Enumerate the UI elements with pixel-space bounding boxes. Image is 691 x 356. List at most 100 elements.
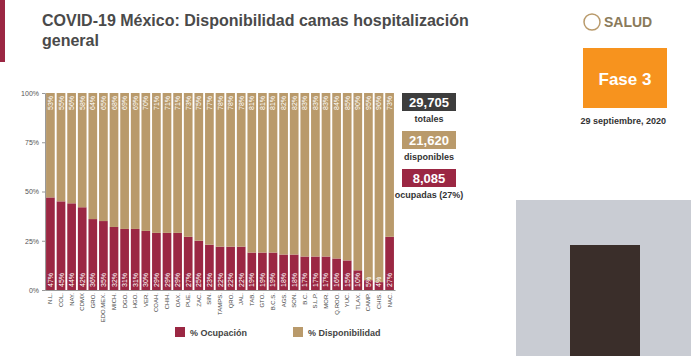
y-tick: 75% xyxy=(25,139,45,146)
data-label: 17% xyxy=(301,273,308,287)
data-label: 85% xyxy=(344,96,351,110)
bar xyxy=(364,93,373,280)
x-tick-label: CHIS. xyxy=(376,293,382,309)
data-label: 25% xyxy=(195,273,202,287)
data-label: 27% xyxy=(185,273,192,287)
bar xyxy=(99,93,108,221)
bar xyxy=(173,93,182,233)
data-label: 81% xyxy=(248,96,255,110)
bar xyxy=(194,241,203,290)
bar xyxy=(311,257,320,290)
bar xyxy=(78,207,87,290)
x-tick-label: S.L.P. xyxy=(312,293,318,309)
y-tick-mark xyxy=(42,290,45,291)
video-inset-figure xyxy=(570,245,640,356)
bar xyxy=(152,93,161,233)
x-tick-label: B.C. xyxy=(302,293,308,305)
x-tick-label: ZAC. xyxy=(196,293,202,307)
x-tick: TAMPS. xyxy=(217,290,223,315)
data-label: 75% xyxy=(195,96,202,110)
x-tick: B.C. xyxy=(302,290,308,305)
x-tick: Q.ROO. xyxy=(334,290,340,315)
data-label: 90% xyxy=(354,96,361,110)
bar xyxy=(237,93,246,247)
bar xyxy=(322,257,331,290)
data-label: 95% xyxy=(365,96,372,110)
bar xyxy=(226,247,235,290)
data-label: 82% xyxy=(291,96,298,110)
bar xyxy=(131,229,140,290)
y-tick-label: 100% xyxy=(21,90,39,97)
x-tick: PUE. xyxy=(185,290,191,307)
bar xyxy=(247,253,256,290)
bar xyxy=(385,93,394,237)
data-label: 16% xyxy=(333,273,340,287)
summary-value: 29,705 xyxy=(409,95,449,110)
bar xyxy=(184,93,193,237)
data-label: 36% xyxy=(89,273,96,287)
summary-box xyxy=(402,131,456,149)
legend-swatch xyxy=(293,327,303,337)
data-label: 17% xyxy=(322,273,329,287)
data-label: 83% xyxy=(312,96,319,110)
y-tick-label: 50% xyxy=(25,188,39,195)
x-tick-label: SIN. xyxy=(206,293,212,305)
x-tick-label: TAB. xyxy=(249,293,255,306)
bar xyxy=(110,227,119,290)
data-label: 71% xyxy=(174,96,181,110)
x-tick-label: Q.ROO. xyxy=(334,293,340,315)
x-tick-label: QRO. xyxy=(228,293,234,309)
bar xyxy=(141,231,150,290)
bar xyxy=(120,229,129,290)
phase-box xyxy=(583,48,667,108)
x-tick: ZAC. xyxy=(196,290,202,307)
bar xyxy=(332,93,341,258)
bar xyxy=(120,93,129,229)
data-label: 81% xyxy=(259,96,266,110)
bar xyxy=(46,197,55,290)
bar xyxy=(343,93,352,260)
x-axis-line xyxy=(46,290,396,291)
bar xyxy=(216,93,225,247)
bar xyxy=(290,255,299,290)
plot: 0%25%50%75%100%N.L.COL.NAY.CDMXGRO.EDO.M… xyxy=(21,90,395,323)
bar xyxy=(88,93,97,219)
y-tick-label: 25% xyxy=(25,237,39,244)
bar xyxy=(163,93,172,233)
bar xyxy=(237,247,246,290)
data-label: 96% xyxy=(375,96,382,110)
accent-strip xyxy=(0,0,5,62)
y-tick-mark xyxy=(42,241,45,242)
x-tick: CHIS. xyxy=(376,290,382,309)
x-tick: TLAX. xyxy=(355,290,361,310)
x-tick: JAL. xyxy=(238,290,244,305)
x-tick: SIN. xyxy=(206,290,212,305)
bar xyxy=(205,245,214,290)
y-axis: 0%25%50%75%100% xyxy=(21,90,45,294)
bar xyxy=(226,93,235,247)
data-label: 22% xyxy=(227,273,234,287)
x-tick-label: COL. xyxy=(58,293,64,307)
y-tick-label: 75% xyxy=(25,139,39,146)
x-tick-label: DGO. xyxy=(122,293,128,309)
legend-label: % Disponibilidad xyxy=(308,328,381,338)
data-label: 58% xyxy=(79,96,86,110)
data-label: 31% xyxy=(121,273,128,287)
bar xyxy=(194,93,203,241)
x-tick-label: SON. xyxy=(291,293,297,308)
legend-item: % Disponibilidad xyxy=(293,327,381,338)
x-tick-label: EDO.MEX. xyxy=(100,293,106,323)
bar xyxy=(258,253,267,290)
data-label: 53% xyxy=(47,96,54,110)
x-tick-label: COAH. xyxy=(153,293,159,312)
video-inset xyxy=(516,200,691,356)
y-tick-mark xyxy=(42,142,45,143)
x-tick-label: TAMPS. xyxy=(217,293,223,315)
x-tick: NAY. xyxy=(69,290,75,306)
phase-label: Fase 3 xyxy=(599,70,652,89)
bar xyxy=(279,93,288,255)
y-tick: 50% xyxy=(25,188,45,195)
bar xyxy=(163,233,172,290)
data-label: 35% xyxy=(100,273,107,287)
data-label: 5% xyxy=(365,277,372,287)
